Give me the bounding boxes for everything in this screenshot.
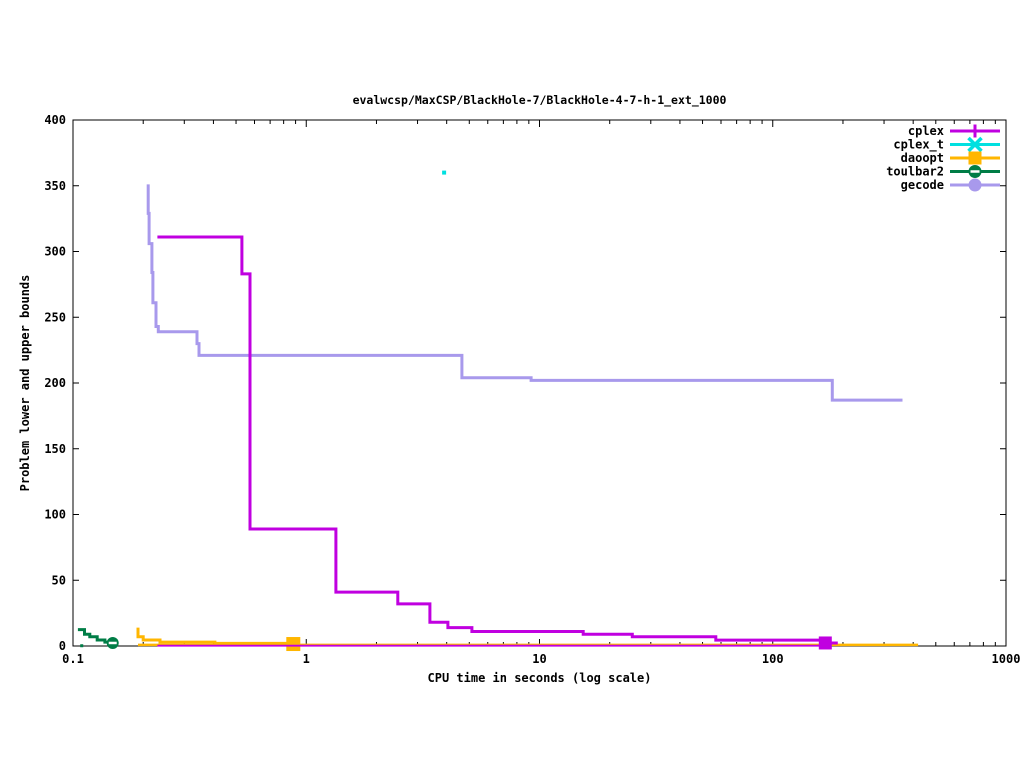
series-daoopt-line — [136, 627, 294, 645]
legend-label-cplex_t: cplex_t — [893, 138, 944, 153]
series-toulbar2-marker — [80, 644, 84, 648]
legend-entry-toulbar2: toulbar2 — [886, 165, 1000, 179]
y-tick-label: 50 — [52, 573, 66, 587]
legend-entry-cplex: cplex — [908, 124, 1000, 138]
legend-entry-gecode: gecode — [901, 178, 1000, 192]
series-gecode — [146, 184, 903, 402]
legend-label-cplex: cplex — [908, 124, 944, 138]
series-daoopt-marker — [286, 637, 301, 652]
x-tick-label: 0.1 — [62, 652, 84, 666]
x-tick-label: 10 — [532, 652, 546, 666]
series-cplex_t — [442, 170, 447, 175]
legend-label-toulbar2: toulbar2 — [886, 165, 944, 179]
y-tick-label: 300 — [44, 245, 66, 259]
x-axis-ticks: 0.1 1 10 100 1000 — [62, 120, 1020, 666]
y-tick-label: 0 — [59, 639, 66, 653]
y-tick-label: 400 — [44, 113, 66, 127]
legend-marker-cplex_t-icon — [967, 136, 983, 153]
chart-title: evalwcsp/MaxCSP/BlackHole-7/BlackHole-4-… — [352, 93, 727, 107]
x-axis-label: CPU time in seconds (log scale) — [427, 671, 652, 685]
legend-label-gecode: gecode — [901, 178, 944, 192]
axis-frame — [72, 119, 1007, 647]
x-tick-label: 100 — [762, 652, 784, 666]
y-tick-label: 150 — [44, 442, 66, 456]
legend-marker-gecode-icon — [968, 178, 982, 192]
series-cplex — [157, 235, 838, 650]
legend-entry-daoopt: daoopt — [901, 151, 1000, 165]
series-toulbar2 — [77, 628, 119, 649]
legend-marker-daoopt-icon — [968, 151, 982, 165]
series-cplex-marker — [818, 636, 832, 650]
y-tick-label: 250 — [44, 310, 66, 324]
legend-entry-cplex_t: cplex_t — [893, 136, 1000, 153]
series-gecode-line — [146, 184, 903, 402]
series-cplex_t-marker — [442, 170, 447, 175]
series-cplex-line — [157, 235, 825, 642]
x-tick-label: 1 — [303, 652, 310, 666]
x-tick-label: 1000 — [992, 652, 1021, 666]
legend-label-daoopt: daoopt — [901, 151, 944, 165]
y-tick-label: 200 — [44, 376, 66, 390]
y-axis-ticks: 0 50 100 150 200 250 300 350 400 — [44, 113, 1006, 653]
y-tick-label: 350 — [44, 179, 66, 193]
y-tick-label: 100 — [44, 508, 66, 522]
